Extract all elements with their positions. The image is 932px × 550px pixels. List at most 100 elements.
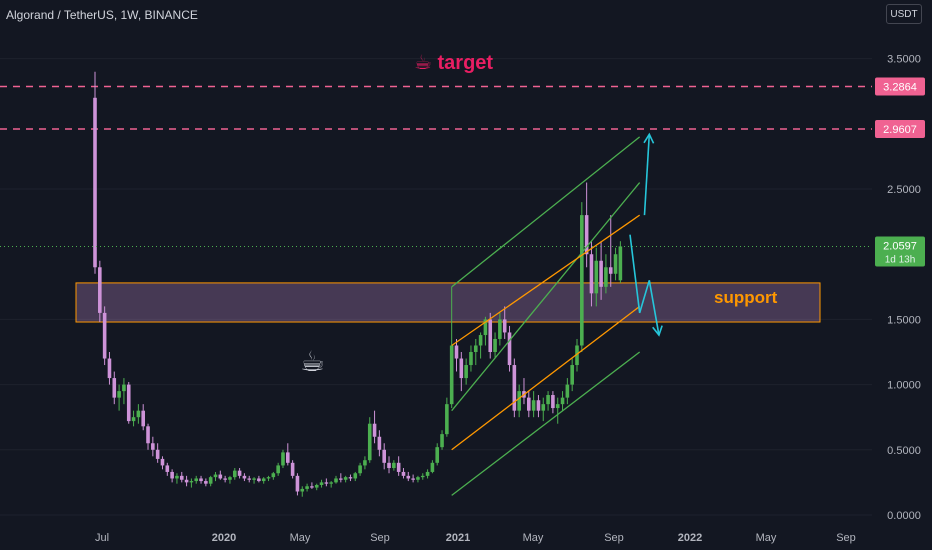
candle bbox=[319, 479, 324, 488]
candle bbox=[112, 371, 117, 405]
candle-body bbox=[613, 254, 618, 274]
green-channel-line[interactable] bbox=[451, 136, 641, 288]
trend-drawings[interactable] bbox=[451, 132, 663, 496]
candle-body bbox=[175, 475, 179, 479]
x-tick-label: May bbox=[756, 532, 777, 544]
candle bbox=[98, 260, 102, 323]
candle bbox=[560, 391, 565, 411]
candle bbox=[300, 486, 305, 497]
currency-button[interactable]: USDT bbox=[886, 4, 922, 24]
orange-channel-line[interactable] bbox=[451, 214, 641, 347]
candle-body bbox=[242, 475, 247, 479]
candle bbox=[126, 381, 131, 424]
candle-body bbox=[531, 400, 536, 411]
candle bbox=[575, 338, 579, 372]
candle bbox=[136, 404, 141, 424]
candle-body bbox=[517, 391, 521, 411]
candle bbox=[141, 404, 145, 431]
candle-body bbox=[570, 365, 574, 385]
horizontal-levels[interactable] bbox=[0, 85, 872, 130]
candle-body bbox=[160, 458, 165, 466]
candle bbox=[266, 475, 271, 482]
candle bbox=[618, 241, 623, 283]
support-zone-rect[interactable] bbox=[75, 282, 821, 323]
time-axis[interactable]: Jul 2020 May Sep 2021 May Sep 2022 May Sep bbox=[95, 532, 856, 544]
price-axis[interactable]: 0.0000 0.5000 1.0000 1.5000 2.5000 3.5000 bbox=[887, 54, 921, 522]
candle bbox=[252, 477, 256, 484]
candle bbox=[324, 478, 329, 487]
candle-body bbox=[276, 465, 280, 474]
coffee-icon[interactable]: ☕ bbox=[300, 345, 326, 378]
candle bbox=[440, 430, 444, 450]
candle-body bbox=[604, 267, 608, 287]
level-price-tag bbox=[875, 119, 925, 138]
candle bbox=[464, 358, 468, 385]
candle-body bbox=[584, 215, 589, 255]
orange-channel-line[interactable] bbox=[451, 305, 641, 451]
candle bbox=[286, 443, 290, 466]
projection-arrow-path[interactable] bbox=[643, 134, 651, 216]
candle bbox=[223, 475, 227, 483]
candle-body bbox=[179, 475, 184, 480]
candle-body bbox=[449, 345, 454, 405]
candle-body bbox=[502, 319, 507, 333]
candle bbox=[570, 358, 574, 392]
candle bbox=[343, 475, 348, 483]
candle-body bbox=[555, 404, 560, 409]
candle bbox=[204, 478, 208, 487]
candle bbox=[107, 352, 112, 385]
candle bbox=[339, 473, 343, 483]
candle bbox=[247, 475, 252, 483]
candle-body bbox=[392, 462, 396, 469]
candle-body bbox=[324, 482, 329, 484]
x-tick-label: 2022 bbox=[678, 532, 702, 544]
candle bbox=[363, 456, 367, 470]
candle bbox=[237, 468, 242, 479]
candle bbox=[459, 352, 464, 392]
candle-body bbox=[286, 452, 290, 463]
coffee-icon: ☕ bbox=[414, 50, 432, 74]
candle-body bbox=[208, 477, 213, 484]
candle bbox=[189, 478, 194, 488]
candle-body bbox=[300, 488, 305, 492]
candle-body bbox=[247, 478, 252, 480]
candles bbox=[93, 71, 623, 497]
candle bbox=[411, 474, 415, 483]
candle-body bbox=[334, 478, 338, 483]
x-tick-label: Sep bbox=[604, 532, 624, 544]
target-annotation[interactable]: ☕ target bbox=[414, 50, 493, 75]
support-zone[interactable] bbox=[75, 282, 821, 323]
symbol-title[interactable]: Algorand / TetherUS, 1W, BINANCE bbox=[6, 8, 198, 22]
green-channel-line[interactable] bbox=[451, 182, 641, 412]
candle-body bbox=[541, 404, 546, 411]
candle-body bbox=[353, 473, 358, 479]
candle-body bbox=[498, 319, 502, 339]
projection-arrow-path[interactable] bbox=[629, 234, 660, 336]
candle bbox=[507, 325, 512, 372]
candle-body bbox=[257, 478, 261, 482]
candle bbox=[430, 460, 435, 474]
candle-body bbox=[218, 474, 223, 479]
y-tick-label: 2.5000 bbox=[887, 184, 921, 196]
support-annotation[interactable]: support bbox=[714, 288, 778, 307]
candle-body bbox=[93, 97, 97, 268]
candle-body bbox=[223, 478, 227, 480]
candle-body bbox=[339, 478, 343, 480]
price-tags: 3.2864 2.9607 2.0597 1d 13h bbox=[875, 77, 925, 267]
x-tick-label: Sep bbox=[370, 532, 390, 544]
candle bbox=[290, 460, 295, 479]
candle bbox=[218, 470, 223, 480]
candle-body bbox=[464, 365, 468, 379]
candle bbox=[122, 378, 126, 405]
candle-body bbox=[189, 481, 194, 483]
candle bbox=[527, 391, 531, 418]
green-channel-line[interactable] bbox=[451, 351, 641, 496]
candle bbox=[329, 481, 333, 488]
candle-body bbox=[599, 260, 603, 287]
candle bbox=[589, 241, 594, 307]
candle bbox=[213, 471, 218, 482]
candle-body bbox=[314, 484, 319, 488]
candle bbox=[565, 378, 570, 405]
candle-body bbox=[459, 358, 464, 379]
